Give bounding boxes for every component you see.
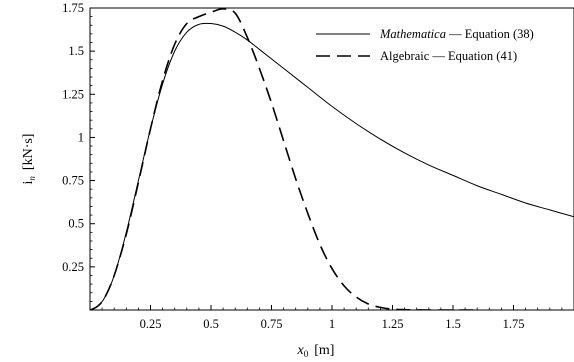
y-axis-label-symbol: i [21,180,36,184]
y-axis-label-unit: [kN·s] [21,134,36,171]
x-tick-label: 0.5 [203,317,219,331]
legend-label-mathematica-italic: Mathematica [379,27,446,41]
y-tick-label: 0.25 [62,260,84,274]
x-axis-label-subscript: 0 [304,349,309,359]
y-tick-label: 1.5 [68,44,84,58]
series-layer [90,8,574,310]
legend-label-mathematica-rest: — Equation (38) [446,27,534,41]
x-tick-label: 1 [329,317,335,331]
x-axis-ticks: 0.25 0.5 0.75 1 1.25 1.5 1.75 [101,305,563,331]
x-tick-label: 0.75 [261,317,283,331]
y-axis-label: in [kN·s] [21,134,37,185]
legend: Mathematica — Equation (38) Algebraic — … [316,27,534,63]
y-tick-label: 0.75 [62,174,84,188]
x-tick-label: 0.25 [140,317,162,331]
x-tick-label: 1.25 [382,317,404,331]
x-axis-label-unit: [m] [314,343,334,358]
y-tick-label: 1.25 [62,87,84,101]
y-axis-label-subscript: n [27,176,37,181]
y-tick-label: 1 [78,130,84,144]
y-tick-label: 0.5 [68,217,84,231]
y-axis-ticks: 0.25 0.5 0.75 1 1.25 1.5 1.75 [62,1,95,302]
x-tick-label: 1.75 [503,317,525,331]
legend-label-algebraic: Algebraic — Equation (41) [380,49,517,63]
x-axis-label: x0 [m] [297,343,335,359]
x-tick-label: 1.5 [445,317,461,331]
x-axis-label-symbol: x [297,343,305,358]
series-line-algebraic [90,8,478,310]
legend-label-mathematica: Mathematica — Equation (38) [379,27,534,41]
y-tick-label: 1.75 [62,1,84,15]
